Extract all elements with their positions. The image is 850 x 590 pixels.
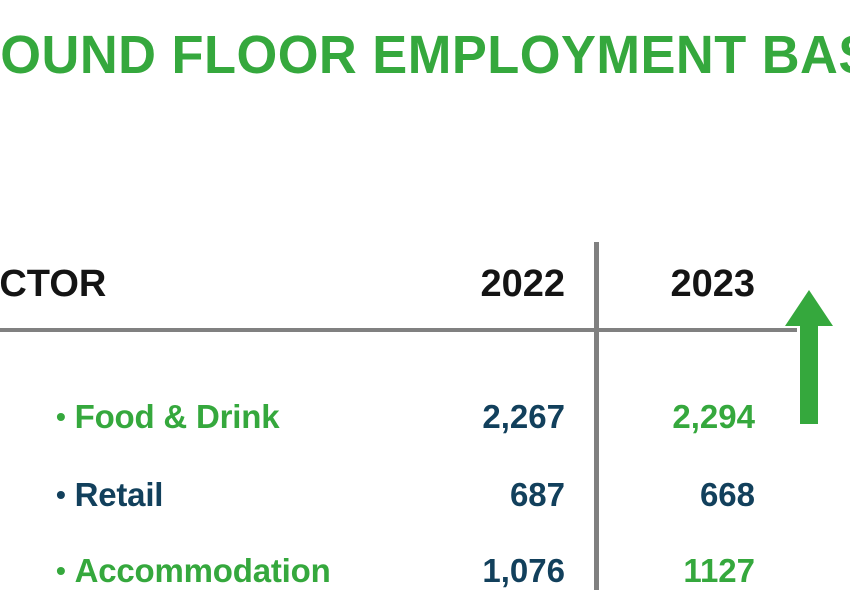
row-label-accommodation: • Accommodation	[56, 542, 331, 590]
row-label-food-drink: • Food & Drink	[56, 388, 280, 446]
bullet-icon: •	[56, 479, 66, 510]
table-row: • Food & Drink 2,267 2,294	[0, 388, 850, 446]
page-title: ROUND FLOOR EMPLOYMENT BASI	[0, 25, 850, 85]
column-header-2022: 2022	[480, 263, 565, 305]
row-label-text: Retail	[74, 476, 164, 513]
row-value-2022: 2,267	[482, 398, 565, 435]
bullet-icon: •	[56, 555, 66, 586]
column-header-2023: 2023	[670, 263, 755, 305]
column-header-sector: ECTOR	[0, 263, 107, 305]
row-label-text: Accommodation	[74, 552, 331, 589]
row-value-2022: 687	[509, 476, 565, 513]
row-value-2023: 2,294	[672, 398, 755, 435]
bullet-icon: •	[56, 401, 66, 432]
row-label-retail: • Retail	[56, 466, 163, 524]
row-label-text: Food & Drink	[74, 398, 280, 435]
header-divider-horizontal	[0, 328, 797, 332]
row-value-2023: 668	[699, 476, 755, 513]
row-value-2023: 1127	[683, 552, 755, 589]
employment-table: ECTOR 2022 2023 • Food & Drink 2,267 2,29…	[0, 120, 850, 590]
arrow-up-icon	[785, 290, 833, 424]
table-row: • Accommodation 1,076 1127	[0, 542, 850, 590]
table-row: • Retail 687 668	[0, 466, 850, 524]
column-divider-vertical	[594, 242, 599, 590]
row-value-2022: 1,076	[482, 552, 565, 589]
